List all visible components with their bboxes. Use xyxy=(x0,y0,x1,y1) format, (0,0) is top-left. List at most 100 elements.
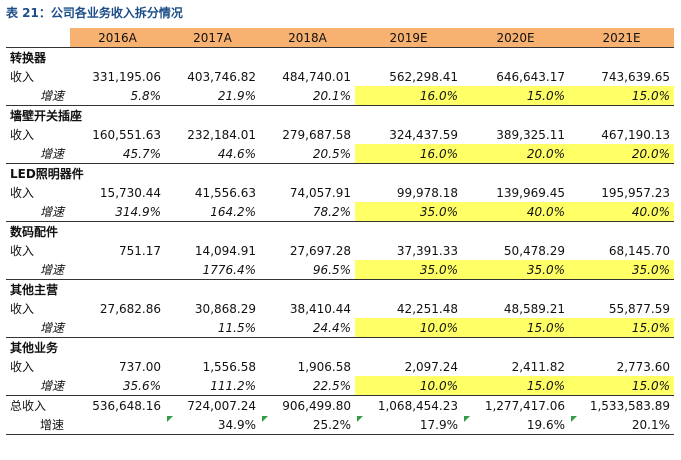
total-revenue-cell: 1,068,454.23 xyxy=(355,395,462,415)
revenue-cell: 2,411.82 xyxy=(511,359,565,374)
growth-row: 增速 314.9% 164.2% 78.2% 35.0% 40.0% 40.0% xyxy=(6,202,674,222)
section-name: 墙壁开关插座 xyxy=(6,105,674,125)
section-header-row: LED照明器件 xyxy=(6,163,674,183)
growth-cell: 20.0% xyxy=(569,144,674,164)
revenue-cell: 55,877.59 xyxy=(608,301,670,316)
growth-row: 增速 1776.4% 96.5% 35.0% 35.0% 35.0% xyxy=(6,260,674,280)
year-header: 2021E xyxy=(569,28,674,48)
growth-cell: 314.9% xyxy=(115,204,161,219)
growth-cell: 35.0% xyxy=(355,202,462,222)
revenue-cell: 195,957.23 xyxy=(601,185,670,200)
section-header-row: 转换器 xyxy=(6,47,674,67)
section-header-row: 数码配件 xyxy=(6,221,674,241)
growth-cell: 22.5% xyxy=(312,378,351,393)
growth-cell: 35.0% xyxy=(355,260,462,280)
revenue-cell: 751.17 xyxy=(119,243,161,258)
revenue-cell: 41,556.63 xyxy=(194,185,256,200)
growth-cell: 44.6% xyxy=(217,146,256,161)
growth-cell: 1776.4% xyxy=(202,262,256,277)
growth-cell: 21.9% xyxy=(217,88,256,103)
year-header: 2020E xyxy=(462,28,569,48)
total-revenue-cell: 1,277,417.06 xyxy=(462,395,569,415)
growth-cell: 96.5% xyxy=(312,262,351,277)
year-header: 2019E xyxy=(355,28,462,48)
revenue-cell: 232,184.01 xyxy=(187,127,256,142)
growth-cell: 15.0% xyxy=(569,86,674,106)
revenue-row: 收入 15,730.44 41,556.63 74,057.91 99,978.18 13… xyxy=(6,183,674,202)
growth-cell: 45.7% xyxy=(122,146,161,161)
revenue-cell: 37,391.33 xyxy=(396,243,458,258)
row-label: 收入 xyxy=(10,244,35,258)
section-name: 转换器 xyxy=(6,47,674,67)
total-revenue-cell: 536,648.16 xyxy=(70,395,165,415)
total-growth-cell: 25.2% xyxy=(260,415,355,435)
growth-cell: 15.0% xyxy=(462,86,569,106)
row-label: 增速 xyxy=(40,379,65,393)
revenue-cell: 2,097.24 xyxy=(404,359,458,374)
header-corner xyxy=(6,28,70,48)
growth-cell: 15.0% xyxy=(569,376,674,396)
growth-cell: 111.2% xyxy=(210,378,256,393)
revenue-cell: 30,868.29 xyxy=(194,301,256,316)
growth-row: 增速 11.5% 24.4% 10.0% 15.0% 15.0% xyxy=(6,318,674,338)
row-label: 增速 xyxy=(40,89,65,103)
growth-cell: 10.0% xyxy=(355,376,462,396)
section-header-row: 其他主营 xyxy=(6,279,674,299)
row-label: 增速 xyxy=(6,415,70,435)
growth-cell xyxy=(70,318,165,338)
revenue-row: 收入 331,195.06 403,746.82 484,740.01 562,298.… xyxy=(6,67,674,86)
revenue-cell: 99,978.18 xyxy=(396,185,458,200)
total-growth-row: 增速 34.9% 25.2% 17.9% 19.6% 20.1% xyxy=(6,415,674,435)
growth-cell: 78.2% xyxy=(312,204,351,219)
growth-row: 增速 5.8% 21.9% 20.1% 16.0% 15.0% 15.0% xyxy=(6,86,674,106)
growth-cell: 40.0% xyxy=(462,202,569,222)
section-name: 数码配件 xyxy=(6,221,674,241)
revenue-cell: 484,740.01 xyxy=(282,69,351,84)
total-growth-cell: 20.1% xyxy=(569,415,674,435)
revenue-cell: 331,195.06 xyxy=(92,69,161,84)
growth-cell: 20.0% xyxy=(462,144,569,164)
growth-cell: 35.6% xyxy=(122,378,161,393)
revenue-cell: 48,589.21 xyxy=(503,301,565,316)
revenue-cell: 279,687.58 xyxy=(282,127,351,142)
revenue-cell: 562,298.41 xyxy=(389,69,458,84)
revenue-cell: 737.00 xyxy=(119,359,161,374)
year-header: 2018A xyxy=(260,28,355,48)
growth-cell xyxy=(70,260,165,280)
revenue-row: 收入 160,551.63 232,184.01 279,687.58 324,437.… xyxy=(6,125,674,144)
growth-cell: 40.0% xyxy=(569,202,674,222)
revenue-cell: 2,773.60 xyxy=(616,359,670,374)
revenue-cell: 467,190.13 xyxy=(601,127,670,142)
section-name: 其他业务 xyxy=(6,337,674,357)
revenue-cell: 389,325.11 xyxy=(496,127,565,142)
section-name: 其他主营 xyxy=(6,279,674,299)
growth-cell: 35.0% xyxy=(462,260,569,280)
growth-cell: 15.0% xyxy=(462,376,569,396)
revenue-row: 收入 737.00 1,556.58 1,906.58 2,097.24 2,411.82… xyxy=(6,357,674,376)
row-label: 总收入 xyxy=(6,395,70,415)
growth-cell: 16.0% xyxy=(355,144,462,164)
revenue-cell: 38,410.44 xyxy=(289,301,351,316)
year-header: 2016A xyxy=(70,28,165,48)
total-growth-cell xyxy=(70,415,165,435)
row-label: 收入 xyxy=(10,186,35,200)
revenue-cell: 74,057.91 xyxy=(289,185,351,200)
growth-row: 增速 45.7% 44.6% 20.5% 16.0% 20.0% 20.0% xyxy=(6,144,674,164)
total-revenue-cell: 1,533,583.89 xyxy=(569,395,674,415)
section-header-row: 墙壁开关插座 xyxy=(6,105,674,125)
growth-cell: 15.0% xyxy=(462,318,569,338)
header-row: 2016A 2017A 2018A 2019E 2020E 2021E xyxy=(6,28,674,48)
revenue-row: 收入 751.17 14,094.91 27,697.28 37,391.33 50,47… xyxy=(6,241,674,260)
year-header: 2017A xyxy=(165,28,260,48)
total-growth-cell: 19.6% xyxy=(462,415,569,435)
growth-cell: 24.4% xyxy=(312,320,351,335)
row-label: 增速 xyxy=(40,321,65,335)
growth-cell: 10.0% xyxy=(355,318,462,338)
revenue-cell: 646,643.17 xyxy=(496,69,565,84)
total-revenue-row: 总收入 536,648.16 724,007.24 906,499.80 1,068,4… xyxy=(6,395,674,415)
revenue-cell: 42,251.48 xyxy=(396,301,458,316)
revenue-cell: 1,906.58 xyxy=(297,359,351,374)
row-label: 收入 xyxy=(10,360,35,374)
revenue-breakdown-table: 2016A 2017A 2018A 2019E 2020E 2021E 转换器收… xyxy=(6,28,674,435)
row-label: 增速 xyxy=(40,147,65,161)
